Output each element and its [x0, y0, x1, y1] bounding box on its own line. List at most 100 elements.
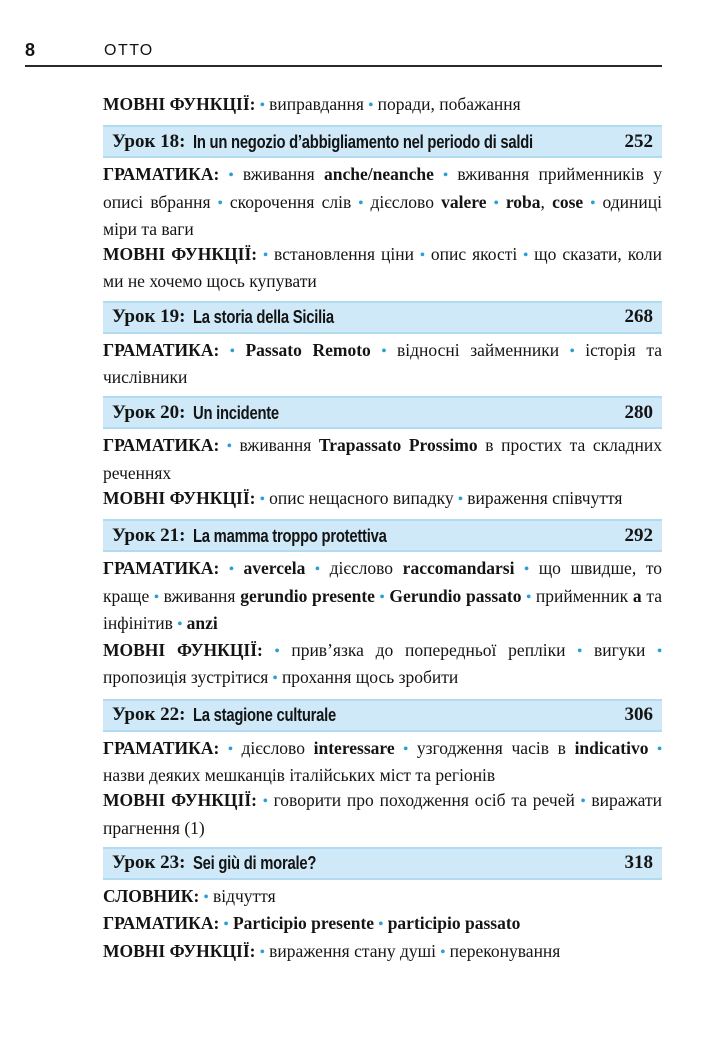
lesson-header-bar: Урок 18: In un negozio d’abbigliamento ne… [103, 125, 662, 159]
lesson-header-bar: Урок 19: La storia della Sicilia 268 [103, 300, 662, 334]
lesson-page-number: 280 [624, 401, 654, 423]
lesson-header-bar: Урок 21: La mamma troppo protettiva 292 [103, 519, 662, 553]
bullet-icon: • [368, 98, 374, 113]
section-label: МОВНІ ФУНКЦІЇ: [103, 487, 256, 508]
bullet-icon: • [315, 562, 320, 578]
lesson-title: In un negozio d’abbigliamento nel period… [193, 130, 534, 152]
bullet-icon: • [358, 195, 364, 211]
lesson-section-functions: МОВНІ ФУНКЦІЇ: • опис нещасного випадку … [103, 487, 623, 508]
bullet-icon: • [419, 248, 425, 264]
bullet-icon: • [227, 741, 233, 757]
lesson-title: La stagione culturale [193, 704, 337, 726]
bullet-icon: • [524, 562, 530, 578]
lesson-title: La mamma troppo protettiva [193, 524, 388, 546]
term: anche/neanche [323, 164, 434, 185]
lesson-title-wrap: La mamma troppo protettiva [193, 525, 616, 547]
lesson-title-wrap: In un negozio d’abbigliamento nel period… [193, 131, 616, 153]
bullet-icon: • [262, 794, 268, 810]
bullet-icon: • [440, 944, 446, 960]
lesson-title-wrap: Un incidente [193, 402, 616, 424]
lesson-section-functions: МОВНІ ФУНКЦІЇ: • прив’язка до попередньо… [103, 640, 663, 688]
bullet-icon: • [381, 343, 387, 359]
lesson-section-grammar: ГРАМАТИКА: • вживання Trapassato Prossim… [103, 435, 663, 483]
section-label: ГРАМАТИКА: [103, 913, 220, 934]
section-label: МОВНІ ФУНКЦІЇ: [103, 940, 256, 961]
term: anzi [186, 612, 218, 633]
lesson-page-number: 252 [624, 130, 654, 152]
lesson-section-functions: МОВНІ ФУНКЦІЇ: • говорити про походження… [103, 790, 662, 838]
lesson-title: Sei giù di morale? [193, 852, 317, 874]
bullet-icon: • [263, 248, 269, 264]
bullet-icon: • [223, 917, 229, 933]
bullet-icon: • [229, 343, 235, 359]
bullet-icon: • [177, 616, 183, 632]
bullet-icon: • [378, 917, 384, 933]
running-title: ОТТО [104, 42, 154, 59]
lesson-number-label: Урок 20: [112, 401, 186, 423]
bullet-icon: • [259, 944, 265, 960]
lesson-header-bar: Урок 23: Sei giù di morale? 318 [103, 846, 662, 880]
lesson-section-grammar: ГРАМАТИКА: • Participio presente • parti… [103, 911, 662, 938]
term: indicativo [574, 737, 649, 758]
term: Participio presente [232, 913, 375, 934]
section-label: МОВНІ ФУНКЦІЇ: [103, 640, 263, 661]
lesson-number-label: Урок 23: [112, 852, 186, 874]
term: interessare [313, 737, 395, 758]
lesson-title: La storia della Sicilia [193, 306, 335, 328]
bullet-icon: • [403, 741, 409, 757]
bullet-icon: • [526, 589, 532, 605]
term: avercela [243, 558, 306, 579]
bullet-icon: • [154, 589, 159, 605]
section-label: ГРАМАТИКА: [103, 435, 220, 456]
lessons-container: Урок 18: In un negozio d’abbigliamento ne… [103, 125, 662, 966]
lesson-title-wrap: La storia della Sicilia [193, 306, 616, 328]
bullet-icon: • [657, 741, 663, 757]
term: gerundio presente [240, 585, 375, 606]
lesson-number-label: Урок 22: [112, 704, 186, 726]
lesson-section-grammar: ГРАМАТИКА: • дієслово interessare • узго… [103, 737, 663, 786]
lesson-entry: Урок 19: La storia della Sicilia 268 ГРАМАТ… [103, 300, 662, 391]
section-label: ГРАМАТИКА: [103, 164, 220, 185]
bullet-icon: • [523, 248, 529, 264]
lesson-section-functions: МОВНІ ФУНКЦІЇ: • встановлення ціни • опи… [103, 244, 663, 292]
bullet-icon: • [577, 644, 583, 660]
lesson-page-number: 318 [624, 852, 654, 874]
lesson-page-number: 292 [624, 524, 654, 546]
bullet-icon: • [259, 98, 265, 113]
section-label: СЛОВНИК: [103, 885, 200, 906]
bullet-icon: • [259, 491, 265, 507]
section-label: МОВНІ ФУНКЦІЇ: [103, 94, 256, 114]
section-label: МОВНІ ФУНКЦІЇ: [103, 244, 258, 265]
bullet-icon: • [226, 439, 232, 455]
bullet-icon: • [590, 195, 596, 211]
lesson-number-label: Урок 21: [112, 524, 186, 546]
lesson-entry: Урок 22: La stagione culturale 306 ГРАМАТИК… [103, 698, 663, 841]
bullet-icon: • [657, 644, 663, 660]
term: participio passato [387, 913, 521, 934]
lesson-title: Un incidente [193, 401, 280, 423]
intro-section-container: МОВНІ ФУНКЦІЇ: • виправдання • поради, п… [103, 92, 662, 119]
term: Passato Remoto [245, 339, 371, 360]
term: valere [441, 191, 487, 212]
section-label: ГРАМАТИКА: [103, 339, 220, 360]
bullet-icon: • [580, 794, 586, 810]
bullet-icon: • [569, 343, 575, 359]
term: cose [552, 191, 584, 212]
lesson-title-wrap: La stagione culturale [193, 704, 616, 726]
lesson-number-label: Урок 18: [112, 130, 186, 152]
lesson-page-number: 306 [624, 704, 654, 726]
page-number: 8 [25, 40, 36, 60]
section-label: ГРАМАТИКА: [103, 558, 220, 579]
bullet-icon: • [217, 195, 223, 211]
lesson-header-bar: Урок 22: La stagione culturale 306 [103, 698, 662, 732]
lesson-section-grammar: ГРАМАТИКА: • Passato Remoto • відносні з… [103, 339, 662, 388]
lesson-entry: Урок 23: Sei giù di morale? 318 СЛОВНИК: • … [103, 846, 662, 966]
bullet-icon: • [228, 168, 234, 184]
lesson-section-vocabulary: СЛОВНИК: • відчуття [103, 885, 276, 906]
lesson-section-functions: МОВНІ ФУНКЦІЇ: • виправдання • поради, п… [103, 94, 521, 114]
bullet-icon: • [228, 562, 234, 578]
bullet-icon: • [203, 889, 209, 905]
lesson-title-wrap: Sei giù di morale? [193, 852, 616, 874]
lesson-header-bar: Урок 20: Un incidente 280 [103, 396, 662, 430]
